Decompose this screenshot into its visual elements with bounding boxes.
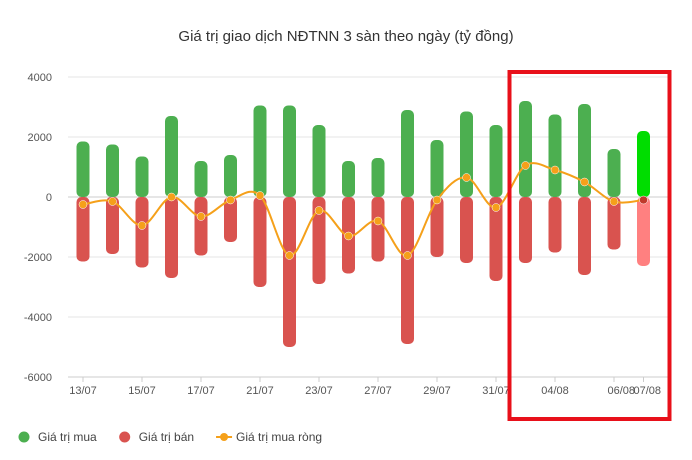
net-point bbox=[167, 192, 176, 202]
buy-bar bbox=[165, 116, 178, 197]
buy-bar bbox=[489, 125, 503, 197]
net-point bbox=[491, 203, 501, 212]
sell-bar bbox=[165, 197, 178, 278]
x-tick-label: 17/07 bbox=[187, 385, 215, 397]
net-point bbox=[403, 251, 412, 260]
buy-bar bbox=[224, 155, 237, 197]
net-point bbox=[521, 161, 530, 170]
net-point bbox=[639, 195, 648, 205]
y-tick-label: 2000 bbox=[28, 132, 52, 144]
x-tick-label: 06/08 bbox=[607, 385, 635, 397]
buy-bar bbox=[401, 110, 414, 197]
buy-bar bbox=[106, 144, 119, 197]
y-axis: 4000 2000 0 -2000 -4000 -6000 bbox=[24, 72, 52, 384]
buy-bar bbox=[194, 161, 208, 197]
y-tick-label: 4000 bbox=[28, 72, 52, 84]
x-tick-label: 13/07 bbox=[69, 385, 97, 397]
sell-bar bbox=[135, 197, 149, 268]
buy-bar bbox=[637, 131, 650, 197]
buy-series bbox=[76, 101, 650, 197]
x-tick-label: 04/08 bbox=[541, 385, 569, 397]
sell-bar bbox=[253, 197, 267, 287]
sell-bar bbox=[371, 197, 385, 262]
x-tick-label: 29/07 bbox=[423, 385, 451, 397]
net-point bbox=[373, 216, 383, 226]
buy-bar bbox=[460, 111, 473, 197]
sell-bar bbox=[578, 197, 591, 275]
x-tick-label: 27/07 bbox=[364, 385, 392, 397]
net-point bbox=[285, 251, 294, 260]
net-point bbox=[108, 197, 117, 206]
sell-bar bbox=[460, 197, 473, 263]
x-tick-label: 21/07 bbox=[246, 385, 274, 397]
net-point bbox=[314, 206, 324, 215]
buy-bar bbox=[135, 156, 149, 197]
y-tick-label: -6000 bbox=[24, 372, 52, 384]
buy-bar bbox=[519, 101, 532, 197]
buy-bar bbox=[76, 141, 90, 197]
net-series bbox=[78, 161, 648, 260]
sell-bar bbox=[637, 197, 650, 266]
y-tick-label: 0 bbox=[46, 192, 52, 204]
sell-bar bbox=[106, 197, 119, 254]
highlight-rect bbox=[507, 70, 672, 421]
buy-bar bbox=[312, 125, 326, 197]
legend-swatch bbox=[18, 431, 30, 443]
buy-bar bbox=[578, 104, 591, 197]
sell-bar bbox=[519, 197, 532, 263]
legend-label: Giá trị mua ròng bbox=[236, 430, 322, 444]
legend-marker bbox=[220, 433, 229, 441]
net-point bbox=[196, 212, 206, 221]
sell-bar bbox=[224, 197, 237, 242]
net-point bbox=[580, 177, 589, 187]
buy-bar bbox=[253, 105, 267, 197]
sell-bar bbox=[283, 197, 296, 347]
x-tick-label: 07/08 bbox=[634, 385, 662, 397]
sell-bar bbox=[548, 197, 562, 253]
legend-label: Giá trị mua bbox=[38, 430, 97, 444]
net-line bbox=[82, 162, 644, 257]
buy-bar bbox=[342, 161, 355, 197]
highlight-box bbox=[507, 70, 672, 421]
legend: Giá trị mua Giá trị bán Giá trị mua ròng bbox=[18, 430, 322, 444]
x-tick-label: 23/07 bbox=[305, 385, 333, 397]
net-point bbox=[462, 173, 471, 182]
x-tick-label: 31/07 bbox=[482, 385, 510, 397]
legend-label: Giá trị bán bbox=[139, 430, 194, 444]
buy-bar bbox=[548, 114, 562, 197]
y-tick-label: -2000 bbox=[24, 252, 52, 264]
chart-title: Giá trị giao dịch NĐTNN 3 sàn theo ngày … bbox=[178, 28, 513, 45]
sell-bar bbox=[430, 197, 444, 257]
sell-series bbox=[76, 197, 650, 347]
net-point bbox=[226, 195, 235, 205]
net-point bbox=[550, 165, 560, 175]
buy-bar bbox=[283, 105, 296, 197]
legend-swatch bbox=[119, 431, 131, 443]
net-point bbox=[609, 197, 619, 206]
net-point bbox=[344, 231, 353, 241]
x-tick-label: 15/07 bbox=[128, 385, 156, 397]
net-point bbox=[432, 195, 442, 205]
buy-bar bbox=[371, 158, 385, 197]
sell-bar bbox=[76, 197, 90, 262]
sell-bar bbox=[401, 197, 414, 344]
sell-bar bbox=[312, 197, 326, 284]
x-axis: 13/07 15/07 17/07 21/07 23/07 27/07 29/07 31/07… bbox=[69, 377, 661, 397]
y-tick-label: -4000 bbox=[24, 312, 52, 324]
sell-bar bbox=[194, 197, 208, 256]
net-point bbox=[255, 191, 265, 200]
net-point bbox=[137, 221, 147, 230]
sell-bar bbox=[607, 197, 621, 250]
buy-bar bbox=[607, 149, 621, 197]
sell-bar bbox=[489, 197, 503, 281]
buy-bar bbox=[430, 140, 444, 197]
net-point bbox=[78, 200, 88, 209]
